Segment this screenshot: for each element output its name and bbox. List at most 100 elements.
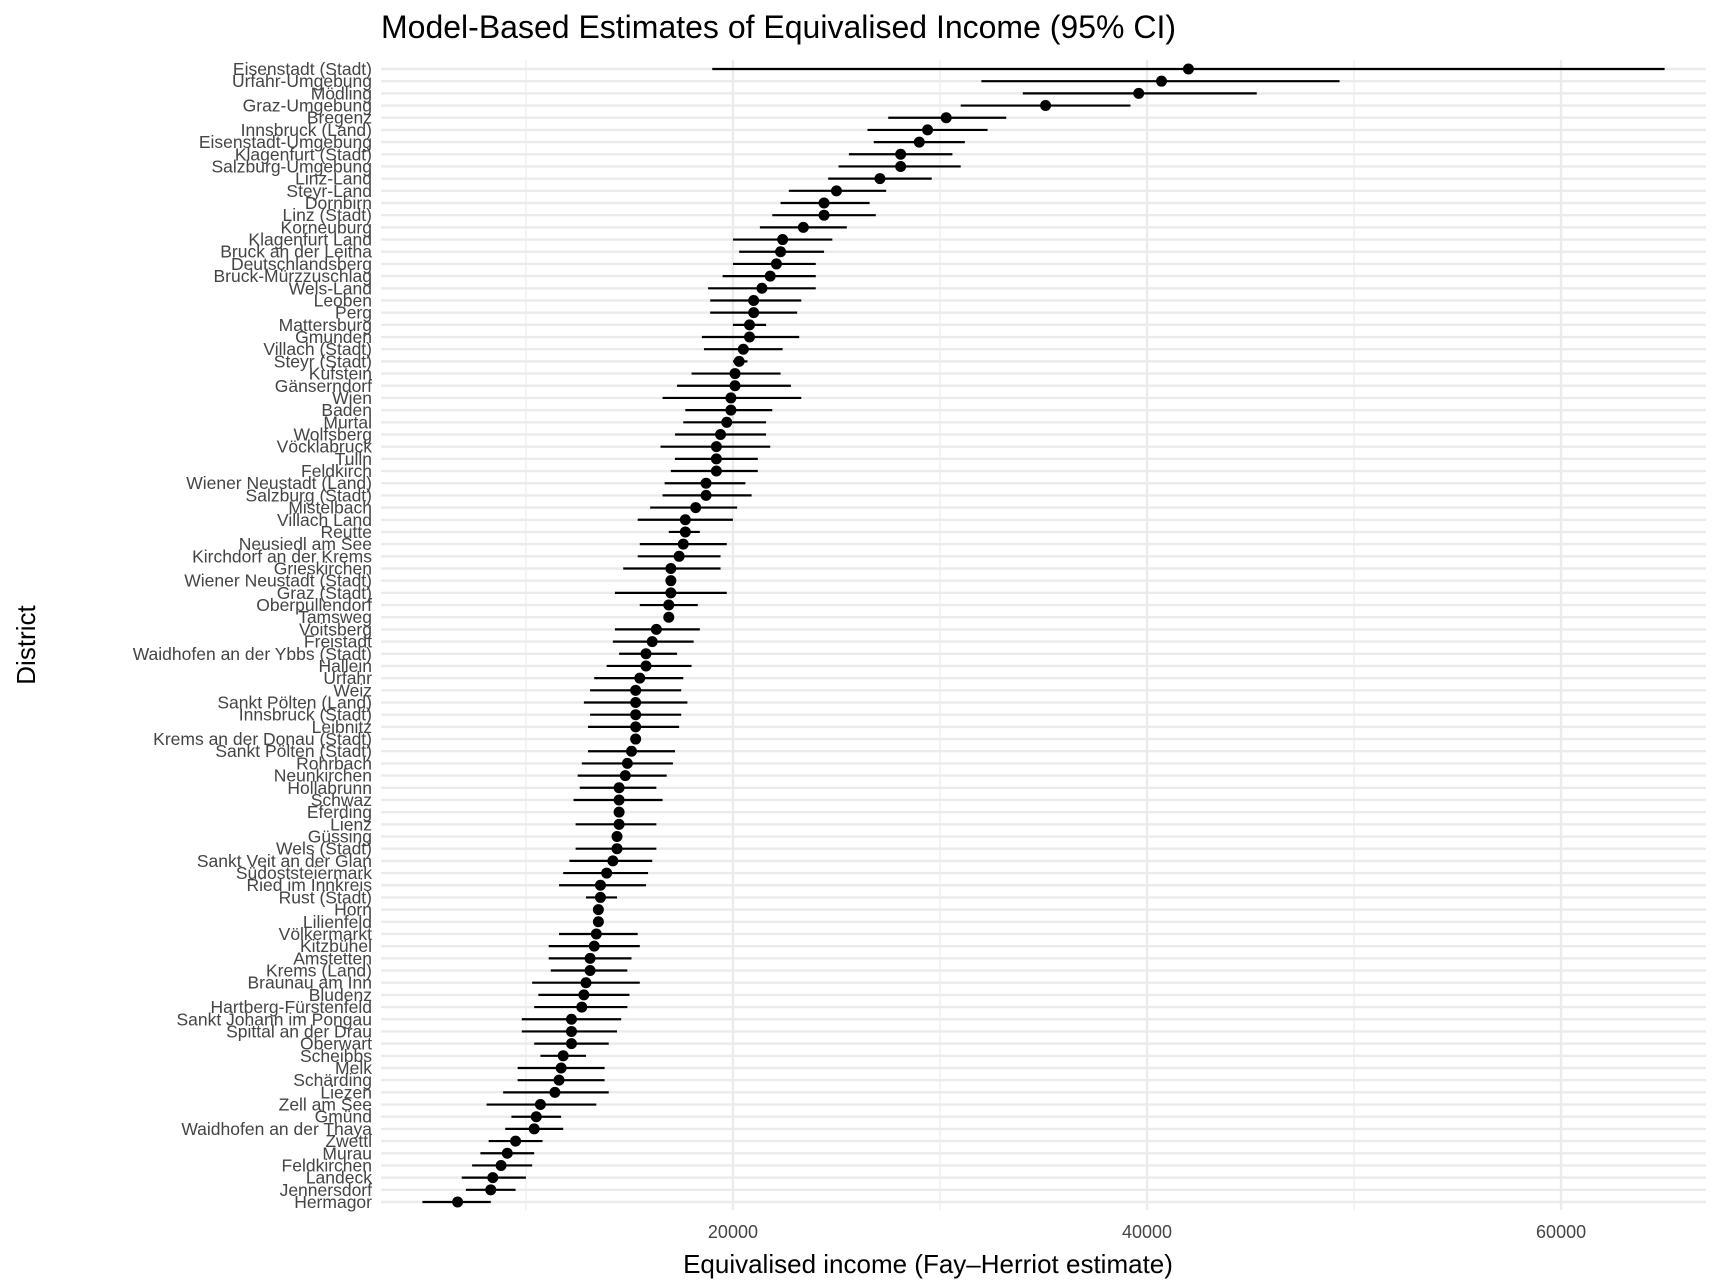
data-point xyxy=(601,867,613,879)
y-tick-label: Neunkirchen xyxy=(274,766,372,786)
chart-title: Model-Based Estimates of Equivalised Inc… xyxy=(381,9,1176,45)
y-tick-label: Krems an der Donau (Stadt) xyxy=(153,729,372,749)
y-tick-label: Eferding xyxy=(307,802,372,822)
y-tick-label: Kufstein xyxy=(309,364,372,384)
data-point xyxy=(634,672,646,684)
y-tick-label: Voitsberg xyxy=(299,619,372,639)
data-point xyxy=(630,721,642,733)
y-tick-label: Villach (Stadt) xyxy=(263,339,372,359)
y-tick-label: Rust (Stadt) xyxy=(279,887,372,907)
data-point xyxy=(895,148,907,160)
data-point xyxy=(665,575,677,587)
data-point xyxy=(487,1172,499,1184)
data-point xyxy=(495,1159,507,1171)
x-tick-label: 40000 xyxy=(1122,1222,1172,1242)
y-tick-label: Hartberg-Fürstenfeld xyxy=(211,997,372,1017)
points xyxy=(452,63,1194,1208)
y-tick-label: Oberpullendorf xyxy=(256,595,372,615)
y-tick-label: Klagenfurt (Stadt) xyxy=(235,144,372,164)
data-point xyxy=(922,124,934,136)
y-tick-label: Leoben xyxy=(314,290,372,310)
data-point xyxy=(611,843,623,855)
y-tick-label: Sankt Johann im Pongau xyxy=(176,1009,372,1029)
data-point xyxy=(737,343,749,355)
data-point xyxy=(452,1196,464,1208)
data-point xyxy=(700,489,712,501)
y-tick-label: Wiener Neustadt (Land) xyxy=(186,473,372,493)
data-point xyxy=(748,307,760,319)
data-point xyxy=(764,270,776,282)
y-tick-label: Wolfsberg xyxy=(294,424,372,444)
y-tick-label: Steyr (Stadt) xyxy=(274,351,372,371)
data-point xyxy=(744,331,756,343)
data-point xyxy=(729,380,741,392)
y-tick-label: Linz-Land xyxy=(295,169,372,189)
data-point xyxy=(640,648,652,660)
x-axis-title: Equivalised income (Fay–Herriot estimate… xyxy=(683,1249,1173,1279)
y-tick-label: Kitzbühel xyxy=(300,936,372,956)
data-point xyxy=(650,623,662,635)
y-tick-label: Salzburg (Stadt) xyxy=(246,485,372,505)
y-tick-label: Dornbirn xyxy=(305,193,372,213)
data-point xyxy=(733,355,745,367)
x-tick-label: 20000 xyxy=(708,1222,758,1242)
data-point xyxy=(594,879,606,891)
y-tick-label: Waidhofen an der Thaya xyxy=(181,1119,372,1139)
data-point xyxy=(580,977,592,989)
y-tick-label: Zell am See xyxy=(279,1095,372,1115)
y-tick-label: Feldkirchen xyxy=(282,1155,372,1175)
y-tick-label: Sankt Pölten (Stadt) xyxy=(215,741,372,761)
data-point xyxy=(775,246,787,258)
data-point xyxy=(715,428,727,440)
data-point xyxy=(592,904,604,916)
data-point xyxy=(501,1147,513,1159)
y-tick-label: Freistadt xyxy=(304,632,372,652)
y-tick-label: Neusiedl am See xyxy=(239,534,372,554)
data-point xyxy=(748,294,760,306)
data-point xyxy=(619,770,631,782)
data-point xyxy=(613,794,625,806)
data-point xyxy=(534,1099,546,1111)
data-point xyxy=(1182,63,1194,75)
data-point xyxy=(1040,100,1052,112)
data-point xyxy=(613,818,625,830)
y-tick-label: Urfahr xyxy=(323,668,372,688)
y-tick-label: Ried im Innkreis xyxy=(247,875,373,895)
data-point xyxy=(679,526,691,538)
y-tick-label: Bruck an der Leitha xyxy=(220,242,372,262)
y-tick-label: Mödling xyxy=(311,83,372,103)
data-point xyxy=(630,684,642,696)
y-tick-label: Klagenfurt Land xyxy=(248,230,372,250)
y-tick-label: Sankt Veit an der Glan xyxy=(197,851,372,871)
y-tick-label: Lienz xyxy=(330,814,372,834)
data-point xyxy=(565,1038,577,1050)
y-tick-label: Tamsweg xyxy=(298,607,372,627)
data-point xyxy=(613,782,625,794)
y-tick-label: Linz (Stadt) xyxy=(283,205,372,225)
y-tick-label: Gmünd xyxy=(315,1107,372,1127)
data-point xyxy=(555,1062,567,1074)
data-point xyxy=(613,806,625,818)
data-point xyxy=(1133,87,1145,99)
y-tick-label: Wels-Land xyxy=(289,278,372,298)
y-tick-label: Hallein xyxy=(319,656,373,676)
data-point xyxy=(590,928,602,940)
y-tick-label: Bregenz xyxy=(307,108,372,128)
y-tick-label: Lilienfeld xyxy=(303,912,372,932)
x-tick-label: 60000 xyxy=(1536,1222,1586,1242)
y-tick-label: Murtal xyxy=(323,412,372,432)
data-point xyxy=(725,392,737,404)
data-point xyxy=(557,1050,569,1062)
y-tick-label: Innsbruck (Stadt) xyxy=(239,705,372,725)
y-tick-label: Waidhofen an der Ybbs (Stadt) xyxy=(133,644,372,664)
y-tick-label: Scheibbs xyxy=(300,1046,372,1066)
data-point xyxy=(913,136,925,148)
y-tick-label: Güssing xyxy=(308,827,372,847)
y-tick-label: Oberwart xyxy=(300,1034,372,1054)
y-tick-label: Wien xyxy=(332,388,372,408)
data-point xyxy=(725,404,737,416)
y-tick-label: Weiz xyxy=(333,680,372,700)
y-tick-label: Rohrbach xyxy=(296,753,372,773)
data-point xyxy=(578,989,590,1001)
data-point xyxy=(510,1135,522,1147)
